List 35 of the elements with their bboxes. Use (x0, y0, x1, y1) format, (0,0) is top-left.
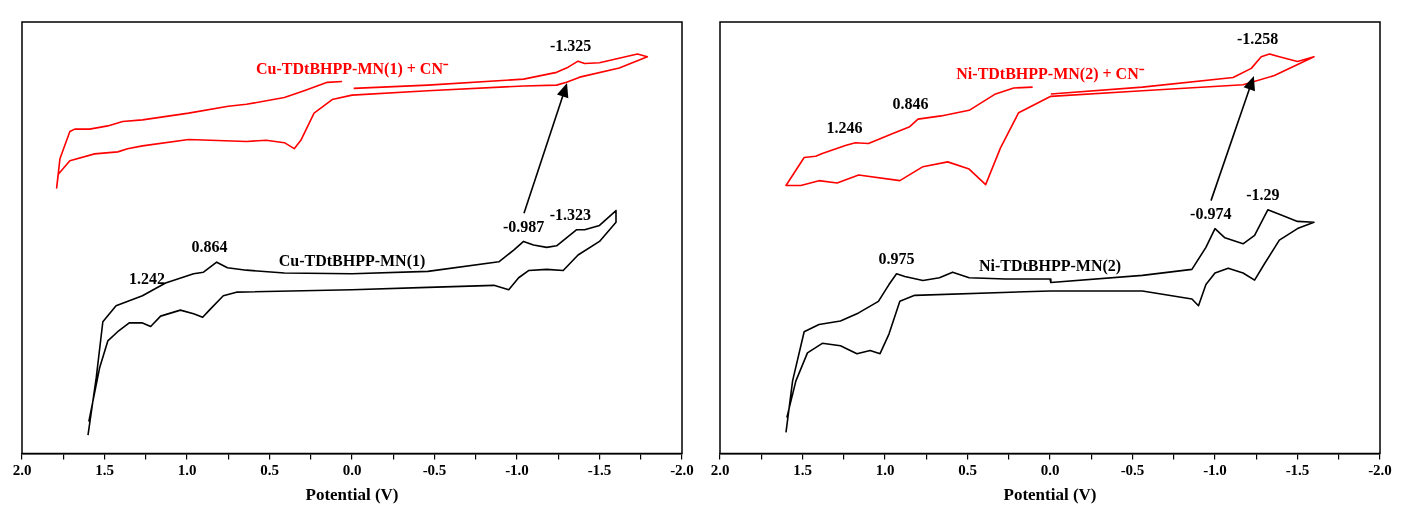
annotation: 0.864 (191, 238, 228, 256)
annotation: 0.846 (892, 95, 929, 113)
x-tick-label: -0.5 (1120, 462, 1145, 479)
annotation: 0.975 (878, 249, 915, 267)
x-tick-label: -2.0 (1368, 462, 1392, 479)
x-tick-label: -2.0 (670, 462, 694, 479)
annotation: -1.325 (549, 37, 592, 55)
annotation: -1.258 (1236, 30, 1279, 48)
annotation: 1.246 (826, 118, 863, 136)
x-tick-label: 2.0 (710, 462, 730, 479)
x-tick-label: 0.5 (260, 462, 279, 479)
x-tick-label: -1.5 (1285, 462, 1310, 479)
annotation: 1.242 (129, 269, 166, 287)
x-tick-label: -1.5 (587, 462, 612, 479)
x-tick-label: 0.5 (958, 462, 977, 479)
annotation: -1.323 (549, 205, 591, 223)
x-tick-label: 1.5 (95, 462, 114, 479)
x-axis-title: Potential (V) (1003, 485, 1097, 505)
annotation: -1.29 (1246, 185, 1280, 203)
x-axis-title: Potential (V) (305, 485, 399, 505)
series-label: Ni-TDtBHPP-MN(2) (978, 257, 1122, 276)
x-tick-label: 0.0 (342, 462, 362, 479)
annotation: -0.987 (502, 217, 545, 235)
x-tick-label: -1.0 (505, 462, 529, 479)
x-tick-label: 1.0 (875, 462, 895, 479)
series-label: Cu-TDtBHPP-MN(1) (278, 251, 426, 270)
x-tick-label: -1.0 (1203, 462, 1227, 479)
series-label: Cu-TDtBHPP-MN(1) + CN⁻ (256, 59, 449, 78)
x-tick-label: 0.0 (1040, 462, 1060, 479)
x-tick-label: 2.0 (12, 462, 32, 479)
x-tick-label: 1.5 (793, 462, 812, 479)
series-label: Ni-TDtBHPP-MN(2) + CN⁻ (956, 65, 1145, 84)
x-tick-label: 1.0 (177, 462, 197, 479)
annotation: -0.974 (1190, 204, 1232, 222)
x-tick-label: -0.5 (422, 462, 447, 479)
